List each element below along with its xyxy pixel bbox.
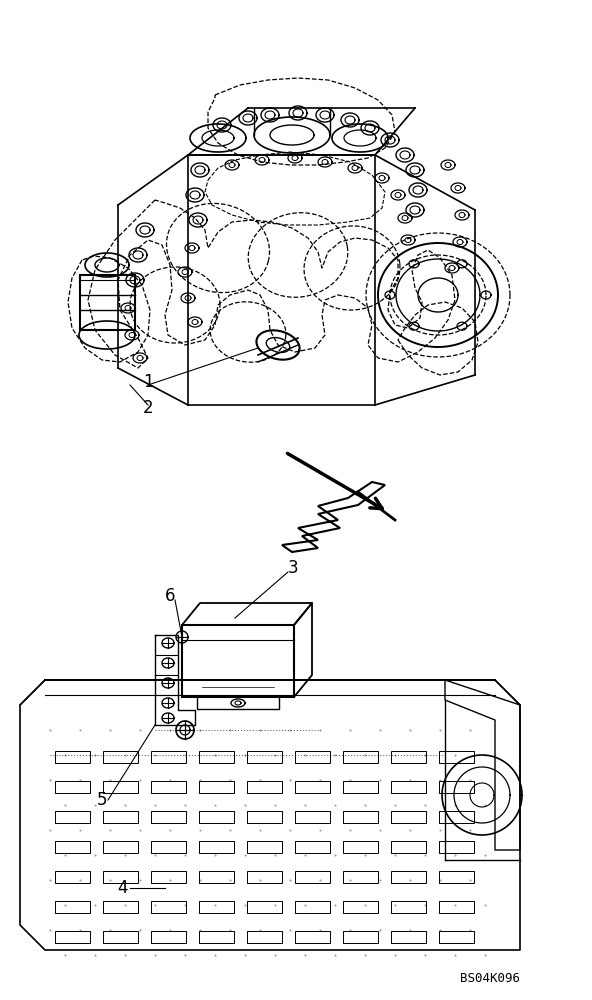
Bar (247, 871, 282, 883)
Bar (391, 751, 426, 763)
Bar (199, 871, 234, 883)
Bar (199, 841, 234, 853)
Bar (391, 841, 426, 853)
Polygon shape (282, 482, 385, 552)
Bar (391, 931, 426, 943)
Bar (295, 901, 330, 913)
Bar (439, 931, 474, 943)
Bar (343, 751, 378, 763)
Bar (391, 901, 426, 913)
Bar (151, 931, 186, 943)
Bar (247, 781, 282, 793)
Bar (295, 841, 330, 853)
Bar (151, 901, 186, 913)
Bar (151, 781, 186, 793)
Bar (247, 901, 282, 913)
Bar (103, 751, 138, 763)
Bar (103, 841, 138, 853)
Bar (55, 811, 90, 823)
Bar (103, 901, 138, 913)
Bar (439, 901, 474, 913)
Bar (247, 751, 282, 763)
Bar (247, 931, 282, 943)
Bar (199, 811, 234, 823)
Bar (199, 751, 234, 763)
Bar (439, 781, 474, 793)
Bar (103, 871, 138, 883)
Bar (391, 781, 426, 793)
Bar (295, 751, 330, 763)
Bar (55, 931, 90, 943)
Text: 1: 1 (143, 373, 153, 391)
Bar (55, 781, 90, 793)
Bar (247, 811, 282, 823)
Bar (343, 871, 378, 883)
Text: 3: 3 (288, 559, 298, 577)
Text: 4: 4 (118, 879, 128, 897)
Bar (55, 901, 90, 913)
Bar (55, 841, 90, 853)
Text: 5: 5 (96, 791, 107, 809)
Bar (295, 811, 330, 823)
Bar (295, 781, 330, 793)
Bar (391, 871, 426, 883)
Bar (391, 811, 426, 823)
Bar (343, 931, 378, 943)
Text: 6: 6 (165, 587, 175, 605)
Bar (295, 871, 330, 883)
Bar (343, 841, 378, 853)
Text: BS04K096: BS04K096 (460, 972, 520, 984)
Text: 2: 2 (143, 399, 153, 417)
Bar (55, 871, 90, 883)
Bar (295, 931, 330, 943)
Bar (182, 625, 294, 697)
Bar (103, 781, 138, 793)
Bar (80, 275, 135, 330)
Bar (151, 811, 186, 823)
Bar (103, 931, 138, 943)
Bar (103, 811, 138, 823)
Bar (343, 901, 378, 913)
Bar (199, 781, 234, 793)
Bar (151, 751, 186, 763)
Bar (151, 871, 186, 883)
Bar (343, 811, 378, 823)
Bar (151, 841, 186, 853)
Bar (439, 751, 474, 763)
Bar (55, 751, 90, 763)
Bar (439, 841, 474, 853)
Bar (199, 901, 234, 913)
Bar (247, 841, 282, 853)
Bar (439, 811, 474, 823)
Bar (199, 931, 234, 943)
Bar (439, 871, 474, 883)
Bar (343, 781, 378, 793)
